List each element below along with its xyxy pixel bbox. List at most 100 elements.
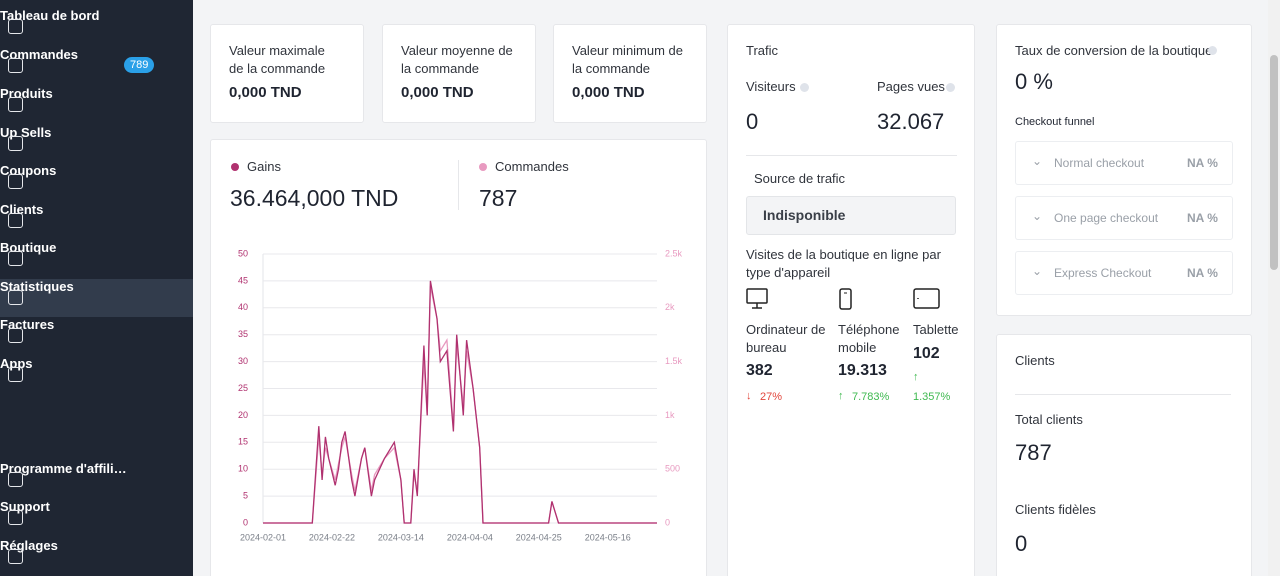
- nav-label: Coupons: [0, 163, 57, 178]
- funnel-row[interactable]: ⌄ One page checkout NA %: [1015, 196, 1233, 240]
- x-tick-label: 2024-02-22: [309, 532, 355, 542]
- nav-item[interactable]: Produits: [0, 86, 193, 124]
- gains-value: 36.464,000 TND: [230, 185, 399, 211]
- funnel-row[interactable]: ⌄ Normal checkout NA %: [1015, 141, 1233, 185]
- y-tick-label: 35: [238, 329, 248, 339]
- funnel-title: Checkout funnel: [1015, 116, 1095, 128]
- nav-item[interactable]: Factures: [0, 317, 193, 355]
- y-tick-label: 25: [238, 383, 248, 393]
- device-change: 7.783%: [852, 391, 890, 403]
- series-line: [263, 286, 657, 524]
- card: [210, 24, 364, 123]
- funnel-value: NA %: [1187, 156, 1218, 170]
- info-icon: [946, 83, 955, 92]
- sidebar: Tableau de bord Commandes 789 Produits Up Se…: [0, 0, 193, 576]
- card-value: 0,000 TND: [401, 84, 474, 101]
- device-change: 1.357%: [913, 391, 951, 403]
- nav-icon: [8, 510, 23, 525]
- badge: 789: [124, 57, 155, 73]
- chevron: ⌄: [1032, 209, 1043, 223]
- nav-icon: [8, 136, 23, 151]
- nav-label: Réglages: [0, 538, 58, 553]
- series-line: [263, 280, 657, 524]
- y-tick-label: 50: [238, 248, 248, 258]
- card: [382, 24, 536, 123]
- funnel-label: One page checkout: [1054, 211, 1159, 225]
- y-tick-label: 10: [238, 464, 248, 474]
- desktop-icon: [746, 288, 768, 309]
- x-tick-label: 2024-02-01: [240, 532, 286, 542]
- nav-label: Boutique: [0, 240, 57, 255]
- funnel-value: NA %: [1187, 266, 1218, 280]
- divider: [746, 155, 957, 156]
- divider: [458, 160, 459, 210]
- nav-icon: [8, 251, 23, 266]
- clients-card: [996, 334, 1252, 576]
- info-icon: [1208, 46, 1217, 55]
- info-icon: [800, 83, 809, 92]
- chevron: ⌄: [1032, 264, 1043, 278]
- card-label: Valeur minimum de la commande: [572, 43, 684, 76]
- nav-icon: [8, 328, 23, 343]
- conversion-card: [996, 24, 1252, 316]
- nav-item[interactable]: Apps: [0, 356, 193, 394]
- legend-label: Commandes: [495, 159, 569, 174]
- card-value: 0,000 TND: [229, 84, 302, 101]
- nav-item[interactable]: Boutique: [0, 240, 193, 278]
- nav-label: Clients: [0, 202, 44, 217]
- card: [553, 24, 707, 123]
- card-label: Valeur moyenne de la commande: [401, 43, 513, 76]
- nav-item[interactable]: Statistiques: [0, 279, 193, 317]
- card-title: Taux de conversion de la boutique: [1015, 43, 1213, 58]
- scrollbar-thumb[interactable]: [1270, 55, 1278, 270]
- device-value: 19.313: [838, 362, 887, 379]
- funnel-label: Normal checkout: [1054, 156, 1145, 170]
- y2-tick-label: 0: [665, 517, 670, 527]
- funnel-value: NA %: [1187, 211, 1218, 225]
- line-chart: 0510152025303540455005001k1.5k2k2.5k2024…: [238, 248, 683, 542]
- pages-value: 32.067: [877, 109, 945, 134]
- source-box: [746, 196, 956, 235]
- device-value: 102: [913, 345, 940, 362]
- total-clients: 787: [1015, 440, 1052, 465]
- y-tick-label: 45: [238, 275, 248, 285]
- nav-item[interactable]: Up Sells: [0, 125, 193, 163]
- arrow-down: ↓: [746, 390, 752, 402]
- nav-label: Commandes: [0, 47, 79, 62]
- nav-item[interactable]: Réglages: [0, 538, 193, 576]
- y-tick-label: 5: [243, 490, 248, 500]
- y-tick-label: 15: [238, 437, 248, 447]
- x-tick-label: 2024-05-16: [585, 532, 631, 542]
- card-title: Trafic: [746, 43, 779, 58]
- nav-item[interactable]: Programme d'affili…: [0, 461, 193, 499]
- label: Pages vues: [877, 79, 945, 94]
- nav-label: Up Sells: [0, 125, 52, 140]
- nav-item[interactable]: Coupons: [0, 163, 193, 201]
- x-tick-label: 2024-04-25: [516, 532, 562, 542]
- legend-dot: [479, 163, 487, 171]
- funnel-row[interactable]: ⌄ Express Checkout NA %: [1015, 251, 1233, 295]
- nav-label: Programme d'affili…: [0, 461, 127, 476]
- visitors-value: 0: [746, 109, 759, 134]
- nav-item[interactable]: Commandes 789: [0, 47, 193, 85]
- funnel-label: Express Checkout: [1054, 266, 1152, 280]
- conversion-value: 0 %: [1015, 69, 1053, 94]
- legend-label: Gains: [247, 159, 281, 174]
- nav-icon: [8, 19, 23, 34]
- nav-icon: [8, 174, 23, 189]
- nav-icon: [8, 58, 23, 73]
- nav-item[interactable]: Clients: [0, 202, 193, 240]
- nav-item[interactable]: Tableau de bord: [0, 8, 193, 46]
- source-value: Indisponible: [763, 207, 846, 223]
- label: Visites de la boutique en ligne par type…: [746, 247, 941, 280]
- x-tick-label: 2024-03-14: [378, 532, 424, 542]
- nav-icon: [8, 213, 23, 228]
- y-tick-label: 30: [238, 356, 248, 366]
- nav-item[interactable]: Support: [0, 499, 193, 537]
- y2-tick-label: 2k: [665, 302, 675, 312]
- tablet-icon: [913, 288, 940, 309]
- y2-tick-label: 500: [665, 464, 680, 474]
- legend-dot: [231, 163, 239, 171]
- arrow-up: ↑: [838, 390, 844, 402]
- nav-label: Factures: [0, 317, 55, 332]
